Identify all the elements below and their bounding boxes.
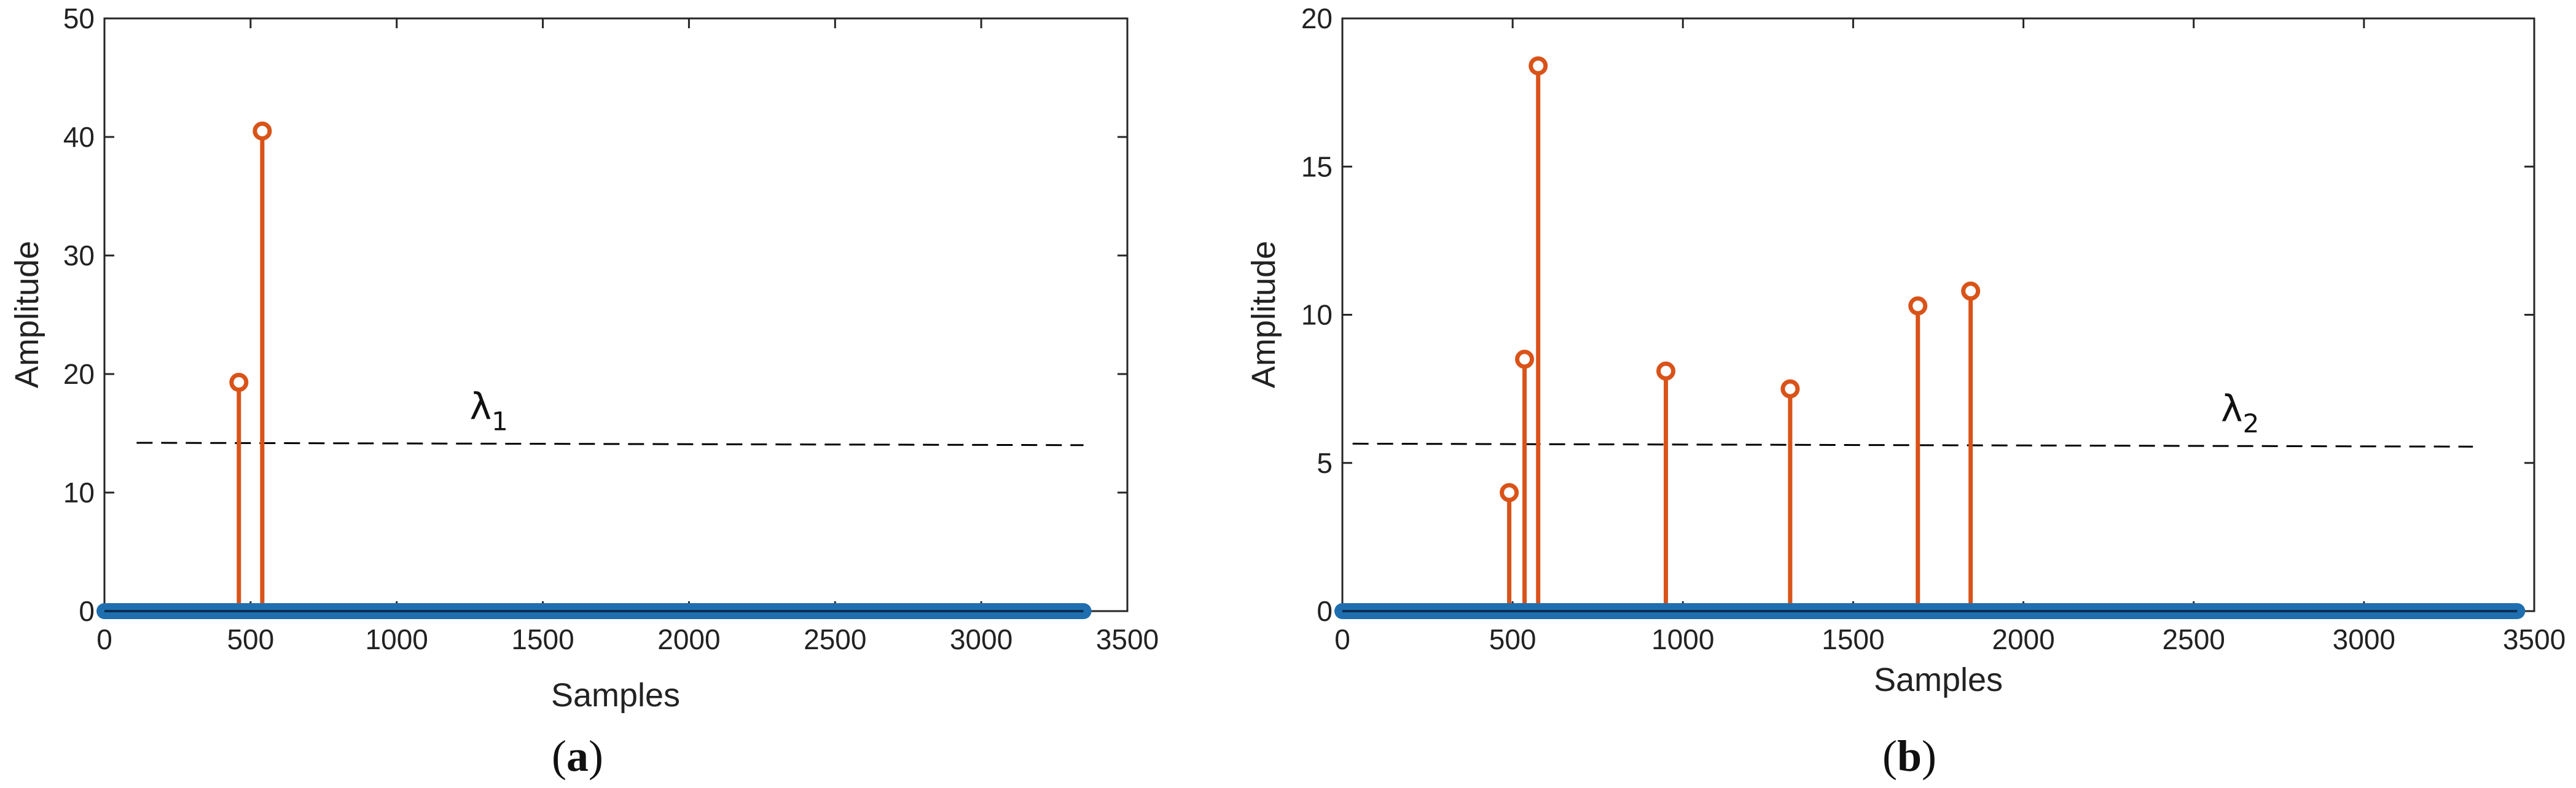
- x-tick-label: 0: [96, 623, 112, 655]
- b-caption: (b): [1882, 731, 1936, 781]
- stem-marker: [1908, 296, 1928, 316]
- x-tick-label: 3500: [2503, 623, 2566, 655]
- y-tick-label: 0: [1317, 595, 1333, 627]
- x-tick-label: 2500: [2163, 623, 2225, 655]
- x-tick-label: 2500: [804, 623, 866, 655]
- y-tick-label: 10: [63, 477, 95, 509]
- threshold-label-symbol: λ: [2221, 388, 2243, 431]
- y-tick-label: 30: [63, 240, 95, 271]
- b-ylabel: Amplitude: [1245, 241, 1282, 388]
- a-caption-letter: a: [566, 731, 589, 781]
- x-tick-label: 1500: [511, 623, 574, 655]
- threshold-label: λ2: [2221, 388, 2259, 439]
- b-caption-close: ): [1922, 731, 1936, 781]
- plot-area-a: [103, 17, 1129, 612]
- x-tick-label: 500: [227, 623, 274, 655]
- stem-marker: [1500, 483, 1519, 502]
- a-caption-close: ): [589, 731, 603, 781]
- stem-marker: [1515, 349, 1535, 369]
- stem-marker: [229, 373, 249, 392]
- threshold-label-subscript: 1: [491, 406, 508, 436]
- a-caption-open: (: [552, 731, 566, 781]
- x-tick-label: 3000: [2333, 623, 2395, 655]
- x-tick-label: 2000: [1992, 623, 2054, 655]
- y-tick-label: 50: [63, 2, 95, 34]
- threshold-label-subscript: 2: [2243, 408, 2260, 439]
- stem-marker: [253, 121, 272, 141]
- a-ylabel: Amplitude: [9, 241, 45, 388]
- y-tick-label: 0: [79, 595, 95, 627]
- x-tick-label: 500: [1489, 623, 1537, 655]
- b-xlabel: Samples: [1874, 661, 2003, 698]
- stem-marker: [1780, 379, 1800, 399]
- x-tick-label: 3500: [1096, 623, 1159, 655]
- threshold-label-symbol: λ: [470, 385, 492, 428]
- x-tick-label: 1000: [366, 623, 428, 655]
- x-tick-label: 1500: [1822, 623, 1884, 655]
- y-tick-label: 20: [1301, 2, 1333, 34]
- stem-marker: [1656, 361, 1676, 381]
- panel-a: 0 500 1000 1500 2000 2500 3000 350001020304050 …: [9, 2, 1159, 781]
- plot-area-b: [1341, 17, 2535, 612]
- b-stems: [1500, 56, 1981, 611]
- x-tick-label: 0: [1334, 623, 1350, 655]
- y-tick-label: 40: [63, 121, 95, 153]
- a-caption: (a): [552, 731, 603, 781]
- y-tick-label: 5: [1317, 447, 1333, 479]
- a-stems: [229, 121, 272, 611]
- a-threshold: λ1: [136, 385, 1084, 447]
- stem-marker: [1961, 281, 1981, 301]
- stem-marker: [1529, 56, 1548, 76]
- y-tick-label: 15: [1301, 150, 1333, 182]
- x-tick-label: 1000: [1651, 623, 1714, 655]
- y-tick-label: 20: [63, 358, 95, 390]
- y-tick-label: 10: [1301, 299, 1333, 331]
- threshold-line: [136, 442, 1084, 447]
- x-tick-label: 2000: [657, 623, 720, 655]
- a-ticks: 0 500 1000 1500 2000 2500 3000 3500 0 10 20 30 40 50: [63, 2, 1159, 655]
- x-tick-label: 3000: [950, 623, 1012, 655]
- b-caption-open: (: [1882, 731, 1897, 781]
- b-ticks: 0 500 1000 1500 2000 2500 3000 3500 0 5 10 15 20: [1301, 2, 2566, 655]
- b-caption-letter: b: [1897, 731, 1922, 781]
- a-xlabel: Samples: [551, 677, 680, 714]
- threshold-label: λ1: [470, 385, 508, 436]
